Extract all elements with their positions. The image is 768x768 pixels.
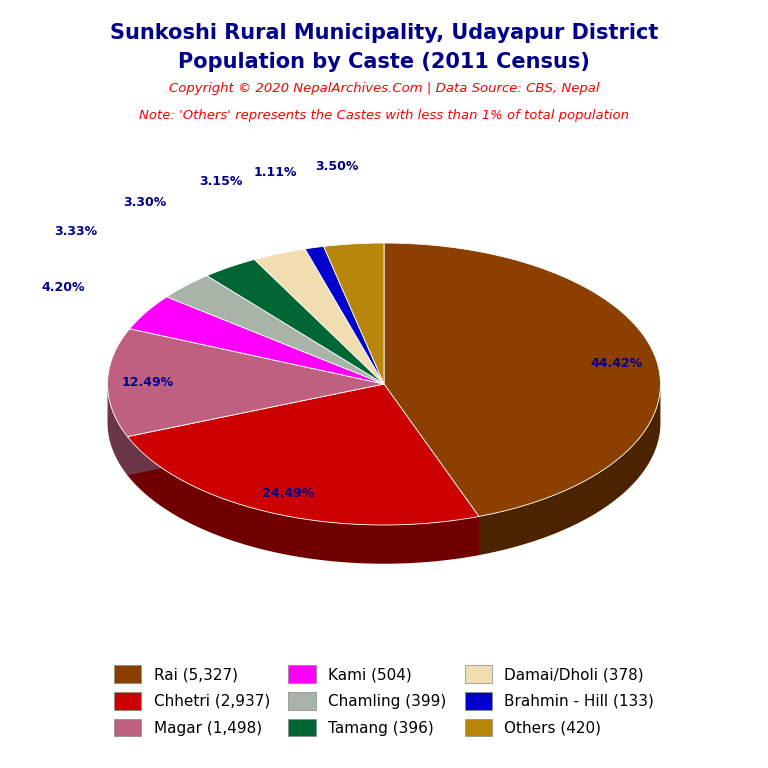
Legend: Rai (5,327), Chhetri (2,937), Magar (1,498), Kami (504), Chamling (399), Tamang : Rai (5,327), Chhetri (2,937), Magar (1,4…: [108, 659, 660, 743]
Polygon shape: [127, 384, 384, 475]
Polygon shape: [479, 387, 660, 555]
Polygon shape: [207, 260, 384, 384]
Polygon shape: [254, 249, 384, 384]
Text: Note: 'Others' represents the Castes with less than 1% of total population: Note: 'Others' represents the Castes wit…: [139, 109, 629, 122]
Text: Copyright © 2020 NepalArchives.Com | Data Source: CBS, Nepal: Copyright © 2020 NepalArchives.Com | Dat…: [169, 82, 599, 95]
Text: 44.42%: 44.42%: [591, 356, 643, 369]
Polygon shape: [127, 384, 479, 525]
Polygon shape: [167, 276, 384, 384]
Text: 3.50%: 3.50%: [315, 160, 359, 173]
Text: Population by Caste (2011 Census): Population by Caste (2011 Census): [178, 52, 590, 72]
Polygon shape: [108, 329, 384, 436]
Text: 1.11%: 1.11%: [254, 166, 297, 179]
Text: 3.30%: 3.30%: [123, 196, 167, 209]
Polygon shape: [130, 296, 384, 384]
Text: 12.49%: 12.49%: [122, 376, 174, 389]
Text: Sunkoshi Rural Municipality, Udayapur District: Sunkoshi Rural Municipality, Udayapur Di…: [110, 23, 658, 43]
Polygon shape: [384, 243, 660, 516]
Polygon shape: [384, 384, 479, 555]
Text: 4.20%: 4.20%: [41, 280, 84, 293]
Text: 3.33%: 3.33%: [55, 225, 98, 238]
Polygon shape: [323, 243, 384, 384]
Text: 24.49%: 24.49%: [262, 488, 314, 501]
Polygon shape: [127, 384, 384, 475]
Text: 3.15%: 3.15%: [200, 175, 243, 188]
Polygon shape: [384, 384, 479, 555]
Polygon shape: [127, 436, 479, 564]
Polygon shape: [108, 385, 127, 475]
Polygon shape: [305, 247, 384, 384]
